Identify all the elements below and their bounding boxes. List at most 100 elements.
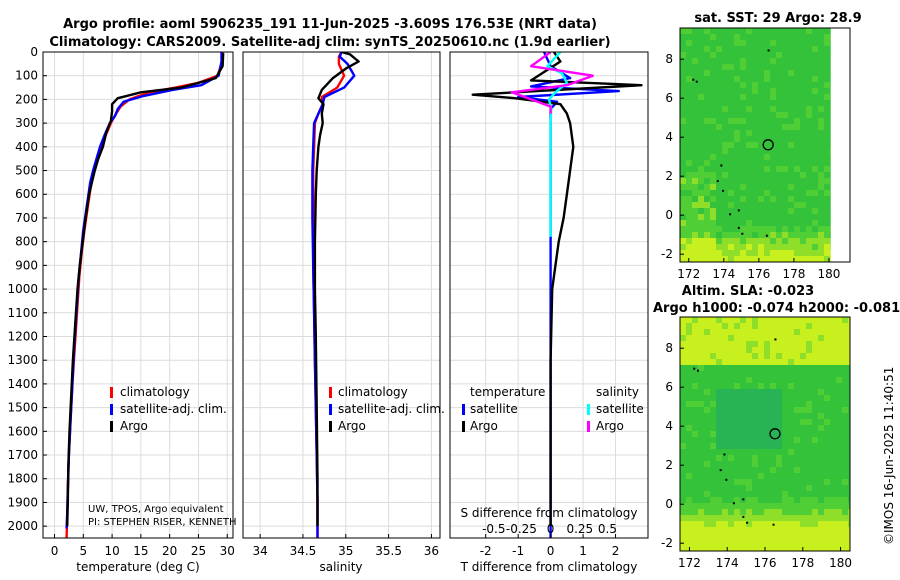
map-cell <box>680 112 687 119</box>
map-cell <box>788 82 795 89</box>
depth-tick-label: 900 <box>15 258 38 272</box>
map-cell <box>722 503 729 510</box>
map-cell <box>776 238 783 245</box>
map-cell <box>794 214 801 221</box>
map-cell <box>710 70 717 77</box>
map-cell <box>752 250 759 257</box>
map-cell <box>836 431 843 438</box>
map-cell <box>698 64 705 71</box>
map-cell <box>728 497 735 504</box>
map-cell <box>824 202 831 209</box>
legend-title-salinity: salinity <box>596 385 639 399</box>
map-cell <box>740 443 747 450</box>
map-cell <box>788 449 795 456</box>
map-cell <box>776 503 783 510</box>
map-cell <box>776 142 783 149</box>
map-cell <box>830 335 837 342</box>
depth-tick-label: 700 <box>15 211 38 225</box>
map-cell <box>770 202 777 209</box>
map-cell <box>722 389 729 396</box>
map-cell <box>734 184 741 191</box>
map-cell <box>806 46 813 53</box>
map-cell <box>812 473 819 480</box>
map-cell <box>704 347 711 354</box>
map-cell <box>818 419 825 426</box>
map-cell <box>728 353 735 360</box>
map-cell <box>752 533 759 540</box>
map-cell <box>686 317 693 324</box>
map-cell <box>698 148 705 155</box>
map-cell <box>788 70 795 77</box>
map-cell <box>818 521 825 528</box>
map-cell <box>824 365 831 372</box>
map-cell <box>776 166 783 173</box>
map-cell <box>764 521 771 528</box>
map-cell <box>686 136 693 143</box>
map-cell <box>812 112 819 119</box>
map-cell <box>710 371 717 378</box>
map-cell <box>848 479 850 486</box>
x-tick-label: 20 <box>162 544 177 558</box>
map-cell <box>722 545 729 551</box>
map-cell <box>812 341 819 348</box>
map-cell <box>818 142 825 149</box>
map-cell <box>740 94 747 101</box>
map-cell <box>686 521 693 528</box>
map-cell <box>770 329 777 336</box>
map-cell <box>716 142 723 149</box>
map-cell <box>722 232 729 239</box>
map-cell <box>824 154 831 161</box>
series-line-argo <box>66 53 225 527</box>
map-cell <box>728 473 735 480</box>
map-cell <box>704 142 711 149</box>
map-cell <box>734 407 741 414</box>
map-cell <box>824 377 831 384</box>
map-cell <box>824 220 831 227</box>
map-cell <box>794 413 801 420</box>
map-cell <box>704 371 711 378</box>
map-cell <box>752 425 759 432</box>
map-cell <box>716 323 723 330</box>
map-cell <box>818 449 825 456</box>
map-cell <box>830 461 837 468</box>
map-cell <box>686 395 693 402</box>
map-cell <box>716 347 723 354</box>
map-cell <box>698 467 705 474</box>
map-cell <box>734 196 741 203</box>
s-difference-tick-labels: -0.5 -0.25 0 0.25 0.5 <box>482 522 617 536</box>
map-cell <box>812 232 819 239</box>
map-cell <box>680 359 687 366</box>
map-cell <box>722 58 729 65</box>
map-cell <box>680 491 687 498</box>
map-cell <box>782 232 789 239</box>
map-cell <box>818 365 825 372</box>
map-cell <box>716 220 723 227</box>
map-cell <box>770 238 777 245</box>
map-cell <box>818 455 825 462</box>
map-cell <box>686 226 693 233</box>
map-cell <box>788 509 795 516</box>
map-cell <box>848 449 850 456</box>
map-cell <box>812 76 819 83</box>
map-cell <box>686 365 693 372</box>
map-cell <box>776 491 783 498</box>
map-cell <box>782 347 789 354</box>
map-cell <box>746 527 753 534</box>
map-cell <box>728 347 735 354</box>
map-cell <box>680 317 687 324</box>
map-cell <box>686 335 693 342</box>
map-cell <box>686 497 693 504</box>
island-mark <box>729 213 732 216</box>
map-cell <box>788 335 795 342</box>
map-cell <box>812 238 819 245</box>
map-cell <box>722 178 729 185</box>
island-mark <box>725 478 728 481</box>
s-difference-xlabel: S difference from climatology <box>461 506 638 520</box>
map-cell <box>758 365 765 372</box>
map-cell <box>824 160 831 167</box>
map-cell <box>716 40 723 47</box>
map-cell <box>818 166 825 173</box>
map-cell <box>818 371 825 378</box>
map-cell <box>728 178 735 185</box>
map-cell <box>692 154 699 161</box>
